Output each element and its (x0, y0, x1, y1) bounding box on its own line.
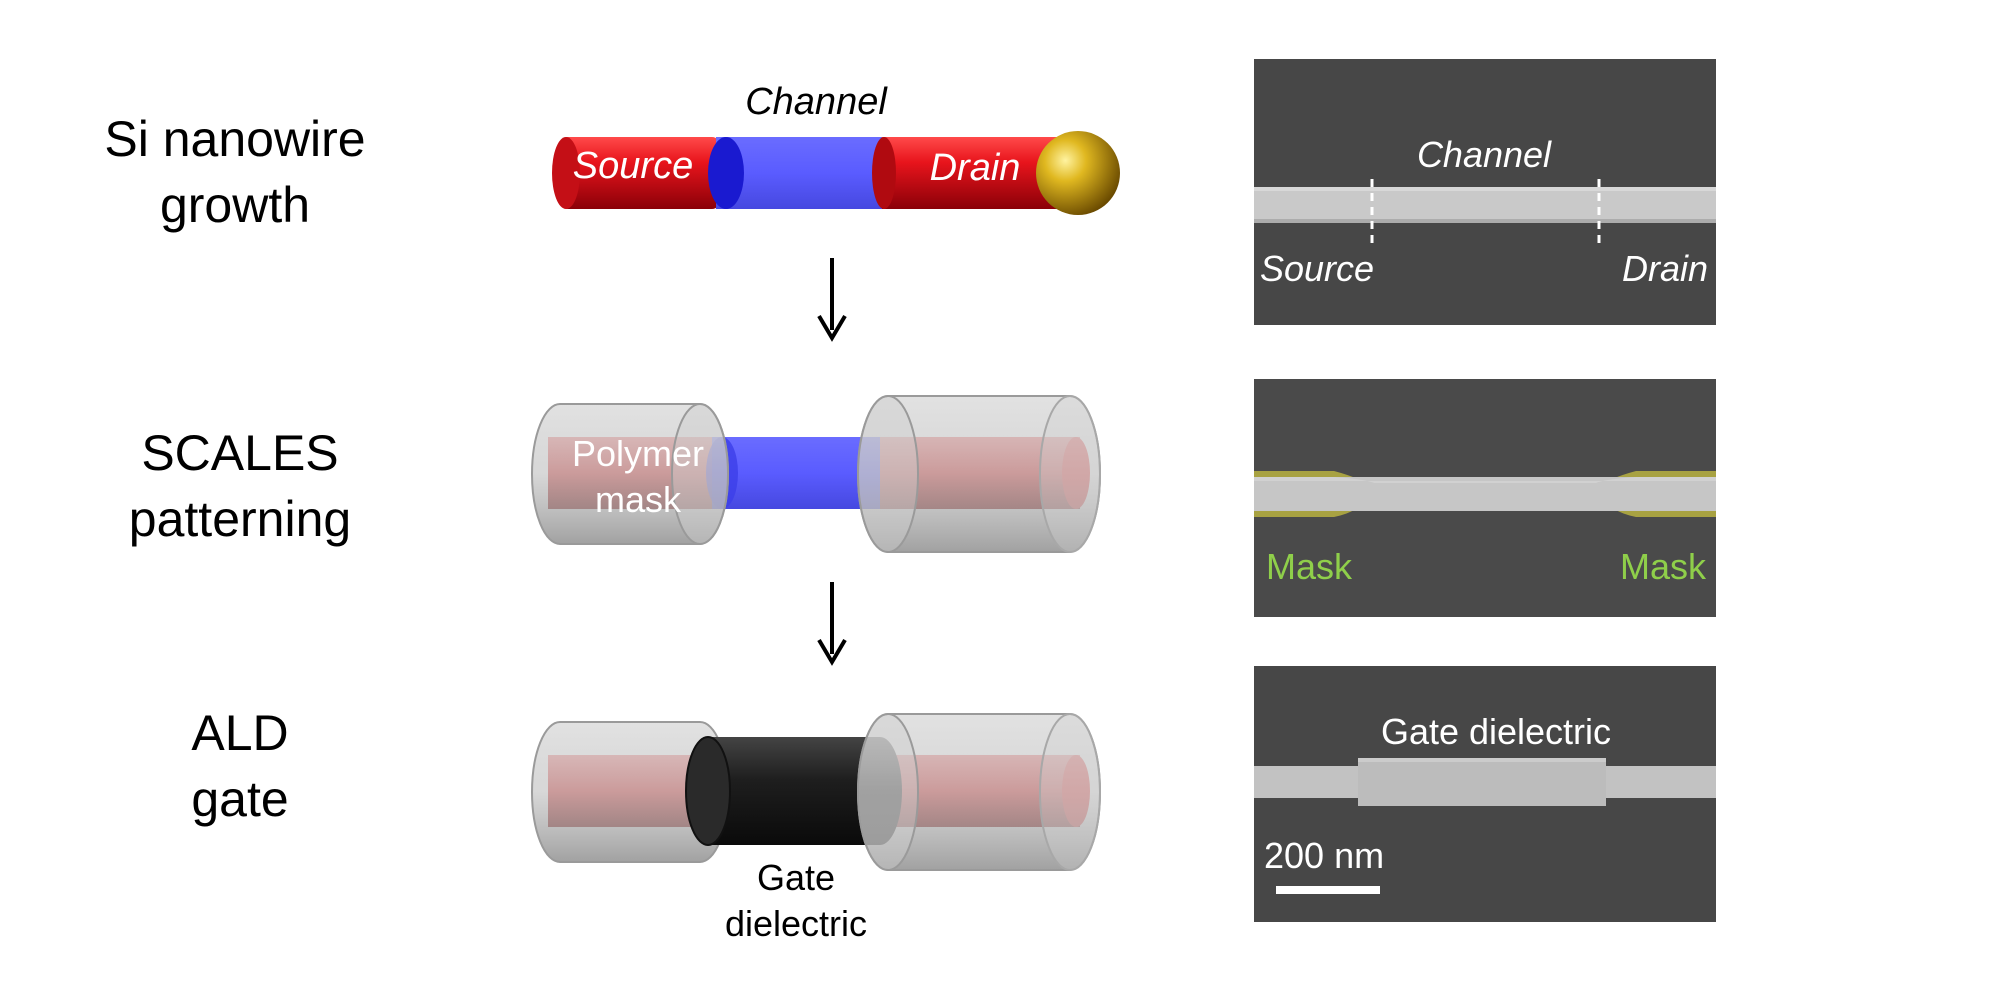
drain-label: Drain (930, 147, 1021, 189)
step-title-line2: growth (159, 177, 311, 233)
right-mask-face (857, 395, 919, 553)
step-title-line2: patterning (128, 491, 352, 547)
gate-label-line2: dielectric (725, 903, 867, 944)
channel-segment (716, 137, 886, 209)
step-title-line1: Si nanowire (104, 111, 366, 167)
sem-micrograph-gate: Gate dielectric 200 nm (1254, 666, 1716, 922)
source-label: Source (573, 145, 693, 187)
gate-dielectric-region (1358, 758, 1606, 806)
step-label-ald: ALD gate (30, 700, 450, 832)
sem-micrograph-growth: Channel Source Drain (1254, 59, 1716, 325)
down-arrow-icon (817, 258, 847, 342)
gate-label-line1: Gate (757, 857, 835, 898)
sem-channel-label: Channel (1417, 134, 1552, 175)
mask-label-right: Mask (1620, 546, 1707, 587)
gold-catalyst (1036, 131, 1120, 215)
channel-junction (708, 137, 744, 209)
polymer-mask-label-line1: Polymer (572, 433, 704, 474)
gate-dielectric-face (685, 736, 731, 846)
nanowire-gated: Gate dielectric (531, 713, 1101, 944)
right-mask-end (1039, 395, 1101, 553)
drain-junction (872, 137, 896, 209)
step-label-growth: Si nanowire growth (25, 106, 445, 238)
source-segment (560, 137, 720, 209)
nanowire-image (1254, 187, 1716, 223)
sem-micrograph-patterning: Mask Mask (1254, 379, 1716, 617)
step-title-line1: ALD (191, 705, 289, 761)
sem-drain-label: Drain (1622, 248, 1708, 289)
right-mask-end (1039, 713, 1101, 871)
polymer-mask-label-line2: mask (595, 479, 682, 520)
step-label-patterning: SCALES patterning (30, 420, 450, 552)
channel-label: Channel (745, 81, 888, 123)
nanowire-grown: Channel Source Drain (552, 81, 1120, 215)
left-mask-face (671, 403, 729, 545)
down-arrow-icon (817, 582, 847, 666)
mask-label-left: Mask (1266, 546, 1353, 587)
source-end-cap (552, 137, 580, 209)
scale-bar-label: 200 nm (1264, 835, 1384, 876)
nanowire-masked: Polymer mask (531, 395, 1101, 553)
step-title-line2: gate (191, 771, 289, 827)
gate-dielectric-shell (686, 737, 902, 845)
scale-bar (1276, 886, 1380, 894)
sem-source-label: Source (1260, 248, 1374, 289)
right-mask-face (857, 713, 919, 871)
sem-gate-label: Gate dielectric (1381, 711, 1611, 752)
step-title-line1: SCALES (141, 425, 339, 481)
